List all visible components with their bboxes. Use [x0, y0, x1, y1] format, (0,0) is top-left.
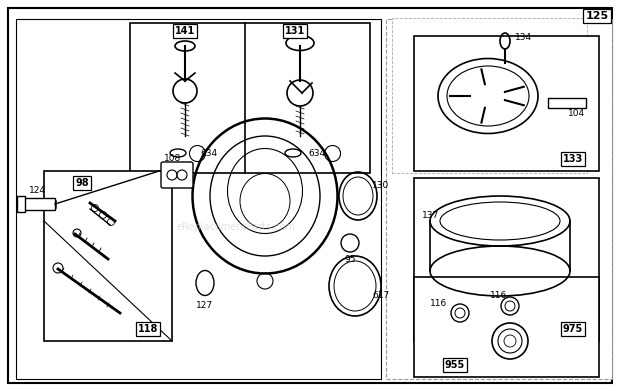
Text: 104: 104: [568, 108, 585, 118]
Bar: [41, 200, 44, 208]
Text: 133: 133: [563, 154, 583, 164]
Text: 116: 116: [430, 298, 447, 307]
Bar: [45, 200, 48, 208]
Bar: [33, 200, 36, 208]
Bar: [386, 19, 612, 379]
Bar: [22, 198, 55, 210]
FancyBboxPatch shape: [161, 162, 193, 188]
Bar: [414, 277, 599, 377]
Bar: [414, 36, 599, 171]
Text: 95: 95: [344, 255, 356, 264]
Text: 108: 108: [164, 154, 182, 163]
Text: 955: 955: [445, 360, 465, 370]
Bar: [16, 19, 381, 379]
Text: 116: 116: [490, 292, 507, 301]
Bar: [130, 23, 370, 173]
Text: 134: 134: [515, 34, 532, 43]
Text: 131: 131: [285, 26, 305, 36]
Text: 141: 141: [175, 26, 195, 36]
Text: 130: 130: [372, 181, 389, 190]
Text: 634: 634: [308, 149, 325, 158]
Text: 975: 975: [563, 324, 583, 334]
Text: 124: 124: [29, 186, 45, 195]
Text: 125: 125: [585, 11, 609, 21]
Bar: [44, 171, 172, 341]
Bar: [37, 200, 40, 208]
Text: 127: 127: [197, 301, 213, 310]
Bar: [49, 200, 52, 208]
Text: 137: 137: [422, 212, 439, 221]
Text: 617: 617: [372, 292, 389, 301]
Bar: [25, 200, 28, 208]
Text: 634: 634: [200, 149, 217, 158]
Text: 98: 98: [75, 178, 89, 188]
Bar: [414, 178, 599, 341]
Bar: [53, 200, 56, 208]
Bar: [17, 196, 25, 212]
Bar: [548, 98, 586, 108]
Text: eReplacementParts.com: eReplacementParts.com: [176, 222, 295, 232]
Bar: [29, 200, 32, 208]
Bar: [392, 18, 587, 173]
Text: 118: 118: [138, 324, 158, 334]
